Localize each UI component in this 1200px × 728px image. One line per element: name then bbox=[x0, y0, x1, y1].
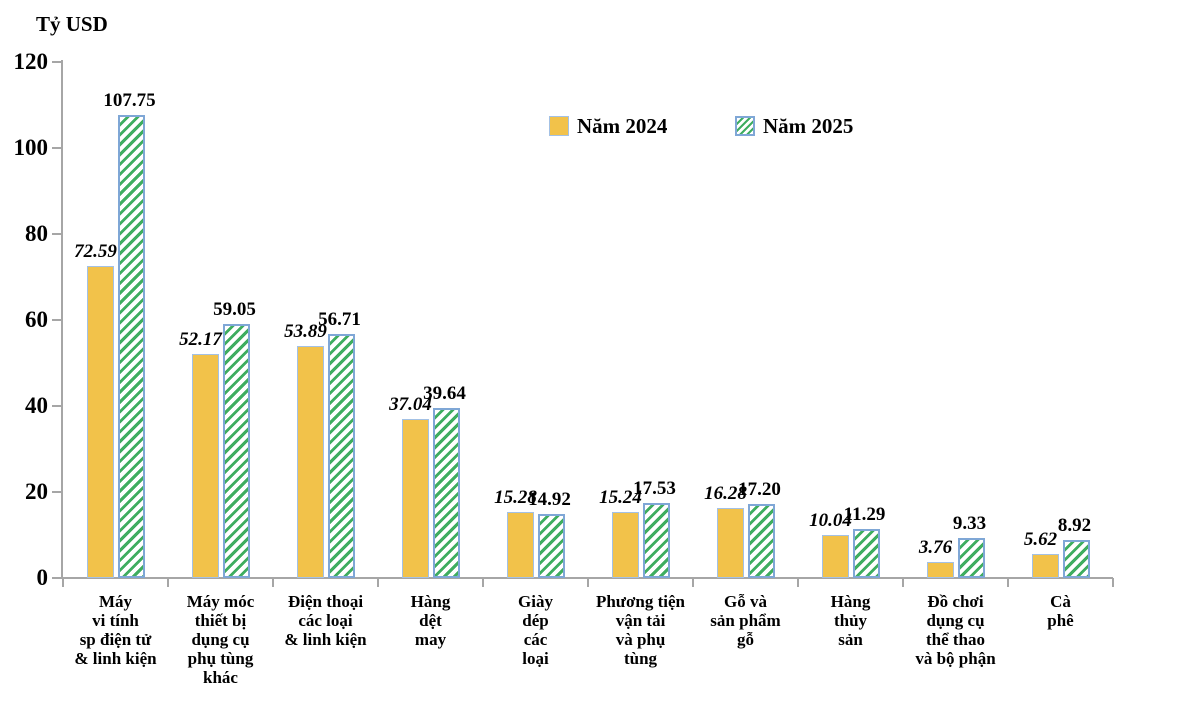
legend-label: Năm 2025 bbox=[763, 113, 854, 138]
bar-nam-2024 bbox=[822, 534, 849, 578]
y-axis-tick bbox=[52, 491, 61, 493]
bar-nam-2024 bbox=[612, 512, 639, 578]
value-label-2025: 17.20 bbox=[738, 479, 781, 501]
y-axis-tick bbox=[52, 233, 61, 235]
y-axis-tick-label: 0 bbox=[36, 565, 49, 590]
value-label-2025: 39.64 bbox=[423, 382, 466, 404]
x-axis-tick bbox=[587, 578, 589, 587]
value-label-2024: 52.17 bbox=[179, 328, 222, 350]
y-axis-tick-label: 120 bbox=[13, 49, 49, 74]
y-axis-tick bbox=[52, 147, 61, 149]
bar-nam-2024 bbox=[927, 561, 954, 578]
y-axis-tick bbox=[52, 319, 61, 321]
value-label-2025: 107.75 bbox=[103, 89, 156, 111]
value-label-2025: 14.92 bbox=[528, 488, 571, 510]
x-axis-category-label: Máy móc thiết bị dụng cụ phụ tùng khác bbox=[186, 592, 255, 687]
value-label-2024: 15.28 bbox=[494, 487, 537, 509]
bar-nam-2024 bbox=[192, 353, 219, 578]
value-label-2024: 72.59 bbox=[74, 240, 117, 262]
bar-nam-2025 bbox=[433, 407, 460, 578]
bar-nam-2025 bbox=[538, 513, 565, 578]
bar-nam-2025 bbox=[748, 504, 775, 578]
x-axis-tick bbox=[62, 578, 64, 587]
x-axis-tick bbox=[902, 578, 904, 587]
x-axis-tick bbox=[1112, 578, 1114, 587]
x-axis-tick bbox=[377, 578, 379, 587]
x-axis-category-label: Gỗ và sản phẩm gỗ bbox=[710, 592, 781, 649]
bar-nam-2025 bbox=[118, 114, 145, 578]
x-axis-tick bbox=[482, 578, 484, 587]
x-axis-category-label: Cà phê bbox=[1047, 592, 1074, 630]
value-label-2025: 9.33 bbox=[952, 512, 987, 534]
bar-nam-2025 bbox=[958, 537, 985, 578]
bar-nam-2024 bbox=[297, 346, 324, 578]
value-label-2025: 56.71 bbox=[318, 309, 361, 331]
value-label-2024: 3.76 bbox=[918, 536, 953, 558]
x-axis-category-label: Máy vi tính sp điện tử & linh kiện bbox=[74, 592, 157, 668]
y-axis-line bbox=[61, 60, 63, 579]
x-axis-category-label: Giày dép các loại bbox=[518, 592, 553, 668]
y-axis-tick bbox=[52, 405, 61, 407]
value-label-2025: 11.29 bbox=[843, 504, 886, 526]
legend-item: Năm 2024 bbox=[549, 114, 667, 138]
y-axis-tick bbox=[52, 577, 61, 579]
bar-nam-2024 bbox=[717, 507, 744, 578]
x-axis-category-label: Hàng thủy sản bbox=[830, 592, 871, 649]
value-label-2024: 37.04 bbox=[389, 393, 432, 415]
y-axis-tick-label: 20 bbox=[25, 479, 48, 504]
legend-swatch-2025 bbox=[735, 116, 755, 136]
x-axis-category-label: Điện thoại các loại & linh kiện bbox=[284, 592, 367, 649]
bar-nam-2024 bbox=[1032, 553, 1059, 578]
x-axis-category-label: Hàng dệt may bbox=[410, 592, 451, 649]
y-axis-tick-label: 40 bbox=[25, 393, 48, 418]
x-axis-tick bbox=[797, 578, 799, 587]
y-axis-tick-label: 80 bbox=[25, 221, 48, 246]
bar-nam-2024 bbox=[87, 265, 114, 578]
value-label-2024: 15.24 bbox=[599, 487, 642, 509]
y-axis-tick bbox=[52, 61, 61, 63]
bar-nam-2024 bbox=[402, 418, 429, 578]
x-axis-tick bbox=[167, 578, 169, 587]
y-axis-unit-label: Tỷ USD bbox=[36, 12, 108, 36]
bar-nam-2025 bbox=[643, 502, 670, 578]
value-label-2024: 53.89 bbox=[284, 321, 327, 343]
x-axis-category-label: Đồ chơi dụng cụ thể thao và bộ phận bbox=[915, 592, 996, 668]
x-axis-tick bbox=[692, 578, 694, 587]
value-label-2025: 8.92 bbox=[1057, 514, 1092, 536]
legend-swatch-2024 bbox=[549, 116, 569, 136]
legend-label: Năm 2024 bbox=[577, 113, 668, 138]
bar-nam-2025 bbox=[853, 529, 880, 578]
legend-item: Năm 2025 bbox=[735, 114, 853, 138]
bar-nam-2025 bbox=[223, 324, 250, 578]
y-axis-tick-label: 100 bbox=[13, 135, 49, 160]
y-axis-tick-label: 60 bbox=[25, 307, 48, 332]
value-label-2025: 17.53 bbox=[633, 477, 676, 499]
bar-nam-2025 bbox=[1063, 539, 1090, 578]
value-label-2025: 59.05 bbox=[213, 299, 256, 321]
x-axis-tick bbox=[1007, 578, 1009, 587]
value-label-2024: 5.62 bbox=[1023, 528, 1058, 550]
x-axis-tick bbox=[272, 578, 274, 587]
bar-nam-2025 bbox=[328, 334, 355, 578]
bar-nam-2024 bbox=[507, 512, 534, 578]
x-axis-category-label: Phương tiện vận tải và phụ tùng bbox=[595, 592, 686, 668]
value-label-2024: 16.28 bbox=[704, 482, 747, 504]
value-label-2024: 10.04 bbox=[809, 509, 852, 531]
